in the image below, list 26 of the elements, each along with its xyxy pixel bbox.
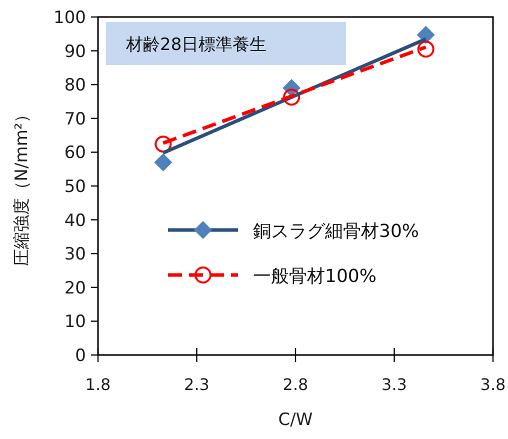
y-tick-label: 80 [64,76,86,96]
y-tick-label: 100 [54,8,86,28]
x-tick-label: 3.3 [382,375,407,394]
x-tick-label: 3.8 [480,375,506,394]
x-axis-title: C/W [278,410,313,430]
y-tick-label: 40 [64,210,86,231]
x-tick-label: 2.8 [282,375,308,394]
y-tick-label: 0 [75,346,86,366]
y-tick-label: 90 [64,42,86,62]
point [417,40,434,58]
point [154,136,172,153]
point [154,153,172,172]
point [283,88,300,106]
x-tick-label: 1.8 [85,375,111,394]
legend-label: 一般骨材100% [253,266,376,287]
y-tick-label: 20 [64,278,86,298]
y-tick-label: 10 [64,312,86,332]
y-tick-label: 30 [64,244,86,265]
legend-label: 銅スラグ細骨材30% [253,221,420,242]
y-tick-label: 60 [64,143,86,164]
y-axis-title: 圧縮強度（N/mm²） [12,106,32,266]
x-tick-label: 2.3 [184,375,210,394]
y-tick-label: 70 [64,109,86,130]
y-tick-label: 50 [64,177,86,197]
annotation: 材齢28日標準養生 [125,35,267,55]
annotation: 材齢28日標準養生 [106,22,346,65]
